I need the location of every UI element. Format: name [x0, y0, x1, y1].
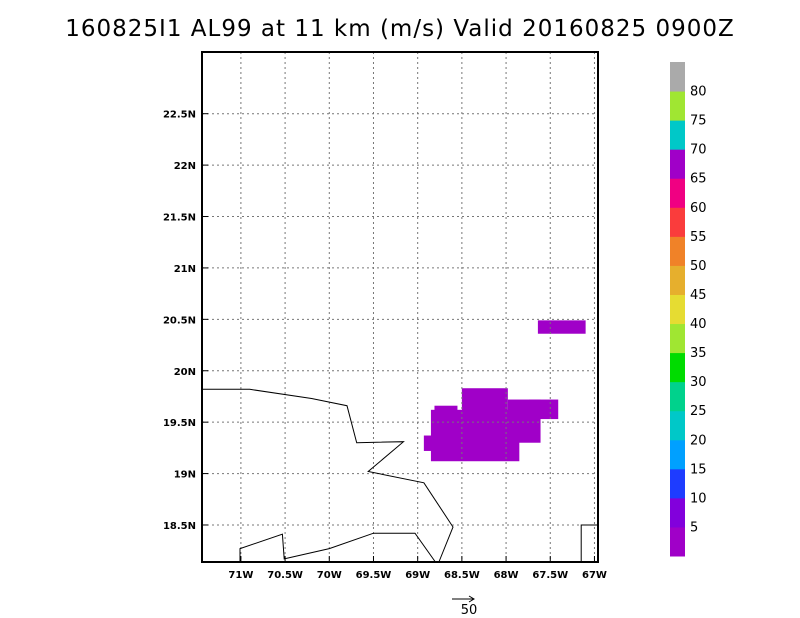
latitude-ticks: 18.5N 19N 19.5N 20N 20.5N 21N 21.5N 22N 22.5N	[163, 110, 208, 532]
gridlines	[202, 52, 598, 562]
tick-label-lon: 67.5W	[532, 570, 568, 581]
reference-vector-label: 50	[461, 603, 478, 618]
colorbar-swatch	[670, 323, 685, 354]
tick-label-lat: 19N	[174, 470, 196, 481]
colorbar-swatch	[670, 236, 685, 266]
tick-label-lat: 22N	[174, 161, 196, 172]
colorbar-label: 10	[690, 491, 707, 506]
wind-region	[434, 405, 458, 414]
wind-region	[430, 409, 520, 462]
wind-region	[423, 435, 434, 451]
reference-vector: 50	[452, 595, 478, 618]
colorbar-label: 30	[690, 375, 707, 390]
tick-label-lon: 70W	[317, 570, 342, 581]
colorbar-swatch	[670, 352, 685, 383]
colorbar-label: 20	[690, 433, 707, 448]
colorbar-swatch	[670, 120, 685, 150]
longitude-ticks: 71W 70.5W 70W 69.5W 69W 68.5W 68W 67.5W 67W	[228, 556, 607, 581]
colorbar-label: 60	[690, 201, 707, 216]
tick-label-lat: 18.5N	[163, 521, 196, 532]
coastline	[202, 388, 454, 563]
wind-field-layer	[423, 320, 586, 462]
colorbar-swatch	[670, 468, 685, 499]
colorbar-swatch	[670, 265, 685, 295]
colorbar-swatch	[670, 381, 685, 412]
colorbar-label: 80	[690, 85, 707, 100]
colorbar-label: 45	[690, 288, 707, 303]
colorbar-label: 55	[690, 230, 707, 245]
colorbar-swatch	[670, 149, 685, 179]
colorbar-label: 50	[690, 259, 707, 274]
colorbar-swatch	[670, 497, 685, 528]
map-frame	[201, 51, 599, 563]
colorbar-swatch	[670, 207, 685, 237]
colorbar-label: 65	[690, 172, 707, 187]
reference-vector-arrowhead	[468, 595, 475, 603]
colorbar-label: 70	[690, 143, 707, 158]
tick-label-lat: 21N	[174, 264, 196, 275]
tick-label-lon: 70.5W	[267, 570, 303, 581]
colorbar-label: 5	[690, 520, 698, 535]
map-background	[202, 52, 598, 562]
colorbar-label: 25	[690, 404, 707, 419]
colorbar: 5 10 15 20 25 30 35 40 45 50 55 60 65 70 75 80	[670, 62, 707, 557]
tick-label-lat: 20N	[174, 367, 196, 378]
colorbar-swatch	[670, 526, 685, 557]
colorbar-swatch	[670, 178, 685, 208]
colorbar-swatch	[670, 91, 685, 121]
tick-label-lat: 20.5N	[163, 315, 196, 326]
coastline	[239, 532, 436, 563]
colorbar-swatch	[670, 294, 685, 325]
colorbar-label: 15	[690, 462, 707, 477]
tick-label-lat: 21.5N	[163, 213, 196, 224]
coastline	[580, 524, 598, 562]
coastline-layer	[202, 388, 598, 563]
colorbar-label: 35	[690, 346, 707, 361]
wind-region	[537, 320, 586, 334]
wind-region	[461, 388, 508, 418]
colorbar-label: 75	[690, 114, 707, 129]
tick-label-lat: 22.5N	[163, 110, 196, 121]
tick-label-lon: 69W	[405, 570, 430, 581]
tick-label-lon: 71W	[228, 570, 253, 581]
wind-region	[529, 399, 559, 420]
map-title: 160825I1 AL99 at 11 km (m/s) Valid 20160…	[65, 16, 735, 42]
tick-label-lat: 19.5N	[163, 418, 196, 429]
colorbar-swatch	[670, 439, 685, 470]
colorbar-swatch	[670, 410, 685, 441]
tick-label-lon: 68.5W	[444, 570, 480, 581]
tick-label-lon: 68W	[494, 570, 519, 581]
tick-label-lon: 69.5W	[356, 570, 392, 581]
colorbar-label: 40	[690, 317, 707, 332]
colorbar-swatch	[670, 62, 685, 92]
tick-label-lon: 67W	[582, 570, 607, 581]
